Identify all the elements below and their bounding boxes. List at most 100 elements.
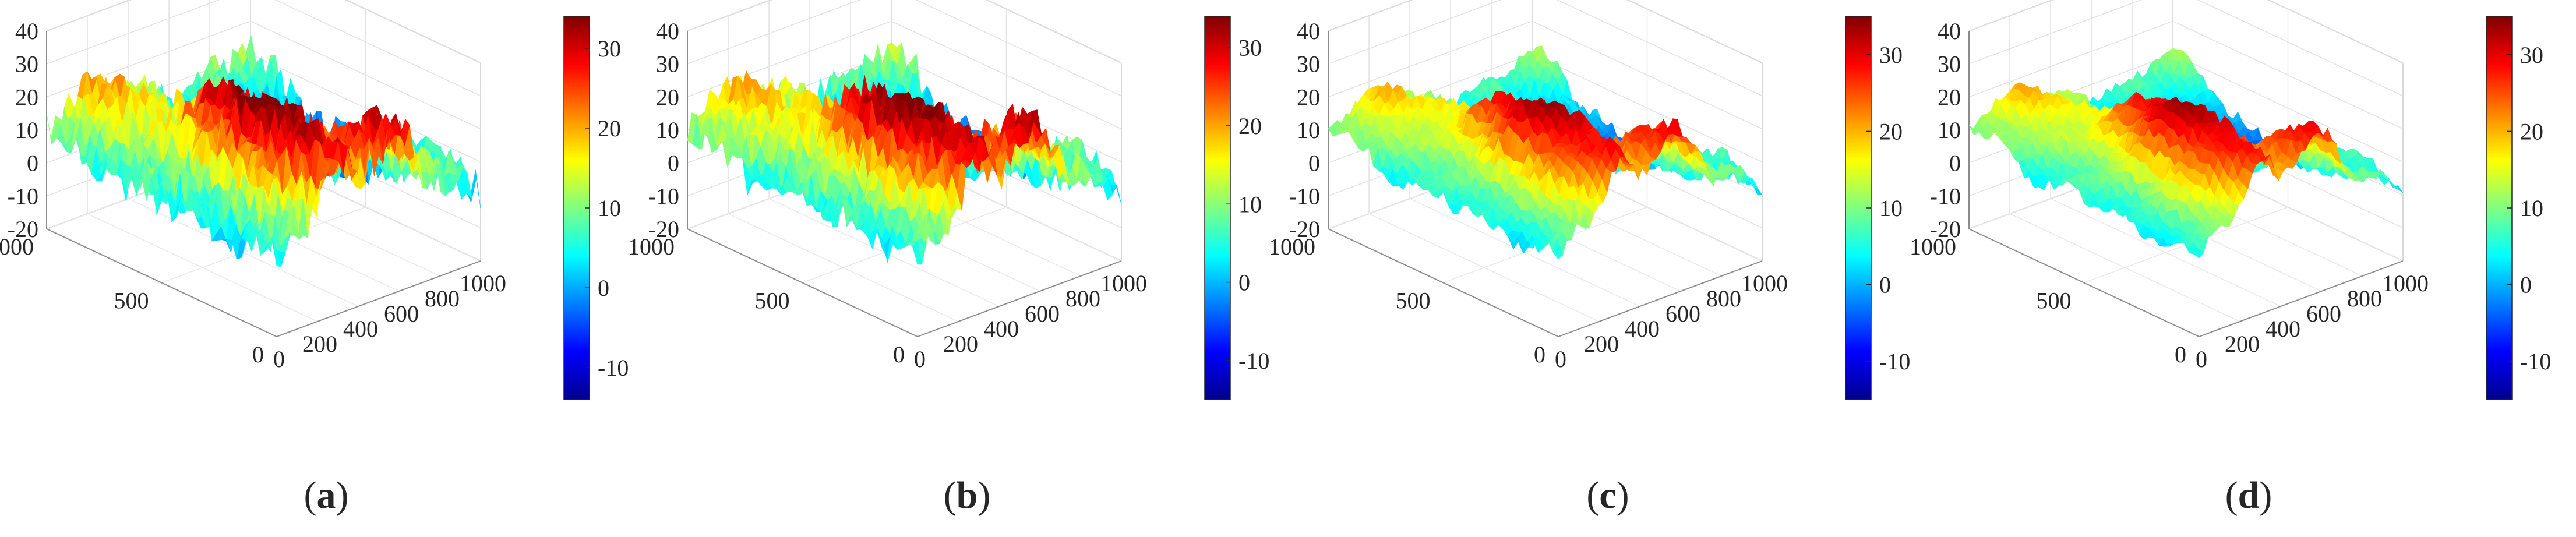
colorbar-tick-label: 10 [2520,195,2543,221]
z-tick-label: 10 [15,117,38,143]
y-tick-label: 500 [2037,288,2072,314]
x-tick-label: 800 [425,285,460,312]
colorbar-tick-label: 30 [1879,42,1903,68]
z-tick-label: 0 [27,150,38,176]
y-tick-label: 500 [114,288,149,314]
x-tick-label: 200 [2225,331,2260,357]
x-tick-label: 1000 [460,270,506,296]
y-tick-label: 1000 [1269,234,1315,260]
y-tick-label: 1000 [628,234,675,260]
z-tick-label: 30 [1938,51,1961,77]
colorbar-tick-label: 0 [598,275,609,301]
z-tick-label: 30 [656,51,679,77]
x-tick-label: 400 [984,316,1019,342]
colorbar-tick-label: 10 [1879,195,1903,221]
x-tick-label: 200 [302,331,337,357]
colorbar-tick-label: 10 [598,195,621,221]
x-tick-label: 600 [384,301,419,327]
x-tick-label: 400 [1625,316,1660,342]
colorbar-tick-label: 0 [2520,272,2532,298]
y-tick-label: 0 [252,341,264,368]
x-tick-label: 200 [943,331,978,357]
x-tick-label: 600 [1025,301,1060,327]
z-tick-label: 10 [1297,117,1320,143]
x-tick-label: 0 [2196,346,2207,372]
colorbar-tick-label: -10 [1879,348,1910,375]
z-tick-label: 30 [1297,51,1320,77]
chart-panel-c: 403020100-10-200200400600800100010005000… [1269,0,1910,517]
z-tick-label: -10 [8,183,38,209]
x-tick-label: 1000 [2382,270,2429,296]
z-tick-label: 10 [1938,117,1961,143]
colorbar-tick-label: -10 [1238,348,1269,374]
colorbar-tick-label: -10 [2520,348,2551,375]
z-tick-label: 10 [656,117,679,143]
colorbar-tick-label: 20 [2520,118,2543,144]
y-tick-label: 0 [1534,341,1545,368]
surface [1328,45,1763,260]
chart-panel-b: 403020100-10-200200400600800100010005000… [628,0,1269,517]
chart-panel-d: 403020100-10-200200400600800100010005000… [1910,0,2551,517]
z-tick-label: 20 [15,84,38,110]
z-tick-label: 20 [1297,84,1320,110]
x-tick-label: 1000 [1100,270,1147,296]
colorbar: 30 20 10 0 -10 [1204,16,1269,400]
x-tick-label: 800 [1065,285,1100,312]
panel-caption: (c) [1586,474,1629,517]
y-tick-label: 0 [893,341,905,368]
z-tick-label: 0 [1949,150,1961,176]
colorbar: 30 20 10 0 -10 [1845,16,1910,400]
colorbar-gradient [1204,16,1231,400]
colorbar-tick-label: -10 [598,355,629,381]
panel-caption: (d) [2225,474,2272,517]
y-tick-label: 1000 [1910,234,1956,260]
x-tick-label: 0 [914,346,926,372]
z-tick-label: -10 [1930,183,1961,209]
panel-caption: (b) [944,474,991,517]
panel-caption: (a) [304,474,349,517]
z-tick-label: -20 [648,216,679,242]
z-tick-label: 40 [1938,18,1961,44]
z-tick-label: -20 [1930,216,1961,242]
x-tick-label: 600 [2306,301,2341,327]
z-tick-label: 20 [656,84,679,110]
colorbar-tick-label: 10 [1238,191,1262,217]
z-tick-label: 40 [1297,18,1320,44]
y-tick-label: 1000 [0,234,34,260]
colorbar-tick-label: 0 [1238,270,1250,296]
z-tick-label: 30 [15,51,38,77]
z-tick-label: 20 [1938,84,1961,110]
z-tick-label: -10 [648,183,679,209]
chart-panel-a: 403020100-10-200200400600800100010005000… [0,0,629,517]
surface [687,42,1122,265]
x-tick-label: 400 [2266,316,2300,342]
z-tick-label: 40 [656,18,679,44]
colorbar-tick-label: 30 [1238,35,1262,61]
x-tick-label: 0 [1555,346,1566,372]
colorbar: 30 20 10 0 -10 [2486,16,2551,400]
surface [46,35,481,267]
z-tick-label: -10 [1289,183,1320,209]
colorbar-tick-label: 30 [598,36,621,62]
colorbar-tick-label: 20 [1879,118,1903,144]
colorbar-tick-label: 20 [598,115,621,142]
z-tick-label: 40 [15,18,38,44]
x-tick-label: 400 [343,316,378,342]
z-tick-label: -20 [1289,216,1320,242]
x-tick-label: 0 [273,346,285,372]
colorbar: 30 20 10 0 -10 [563,16,629,400]
colorbar-tick-label: 0 [1879,272,1891,298]
x-tick-label: 600 [1665,301,1700,327]
z-tick-label: 0 [668,150,679,176]
x-tick-label: 800 [2347,285,2382,312]
colorbar-tick-label: 30 [2520,42,2543,68]
surface [1968,48,2404,259]
y-tick-label: 0 [2175,341,2186,368]
y-tick-label: 500 [1396,288,1431,314]
z-tick-label: 0 [1308,150,1320,176]
colorbar-tick-label: 20 [1238,113,1262,139]
x-tick-label: 800 [1706,285,1741,312]
x-tick-label: 200 [1584,331,1619,357]
y-tick-label: 500 [755,288,790,314]
